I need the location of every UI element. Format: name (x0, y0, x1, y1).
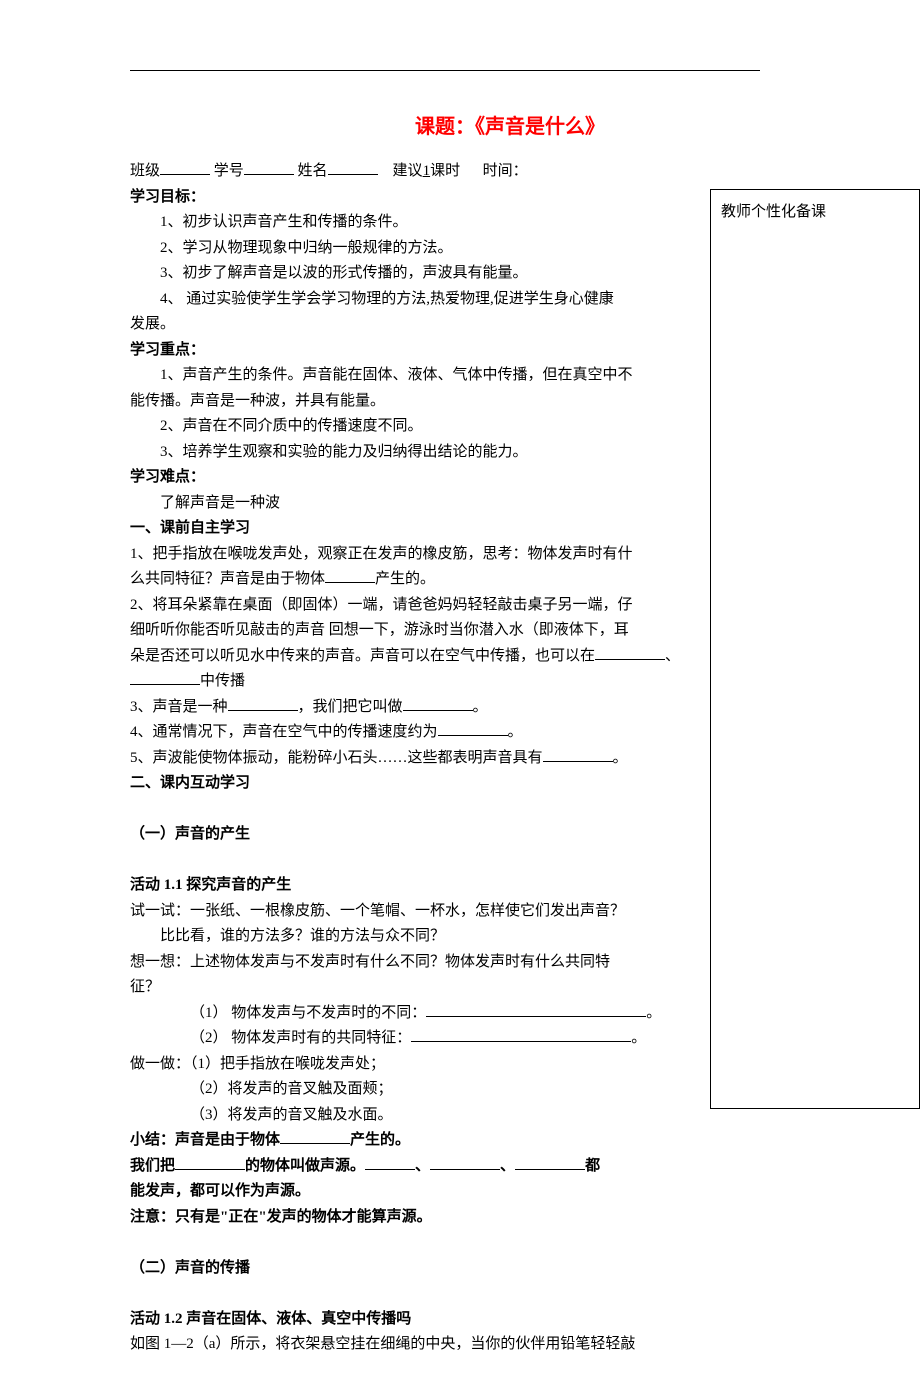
sec1-q4a: 4、通常情况下，声音在空气中的传播速度约为 (130, 724, 438, 740)
goal-4-tail: 发展。 (130, 312, 690, 338)
act11-s2a: 我们把 (130, 1158, 175, 1174)
act11-s2-blank4[interactable] (515, 1154, 585, 1170)
sec1-q3-blank1[interactable] (228, 695, 298, 711)
difficulty-text: 了解声音是一种波 (130, 491, 690, 517)
act11-s2-blank2[interactable] (365, 1154, 415, 1170)
focus-1a: 1、声音产生的条件。声音能在固体、液体、气体中传播，但在真空中不 (130, 363, 690, 389)
act11-s2c: 、 (415, 1158, 430, 1174)
sec1-q4-blank[interactable] (438, 720, 508, 736)
sec1-q2b: 细听听你能否听见敲击的声音 回想一下，游泳时当你潜入水（即液体下，耳 (130, 618, 690, 644)
act11-s2b: 的物体叫做声源。 (245, 1158, 365, 1174)
main-column: 班级 学号 姓名 建议1课时 时间： 学习目标： 1、初步认识声音产生和传播的条… (130, 159, 690, 1358)
sec1-q5a: 5、声波能使物体振动，能粉碎小石头……这些都表明声音具有 (130, 750, 543, 766)
id-blank[interactable] (244, 159, 294, 175)
worksheet-page: 课题：《声音是什么》 教师个性化备课 班级 学号 姓名 建议1课时 时间： 学习… (0, 0, 920, 1398)
act11-note: 注意：只有是"正在"发声的物体才能算声源。 (130, 1205, 690, 1231)
suggest-prefix: 建议 (393, 163, 423, 179)
name-blank[interactable] (328, 159, 378, 175)
header-fields: 班级 学号 姓名 建议1课时 时间： (130, 159, 690, 185)
sec1-q3-row: 3、声音是一种 ，我们把它叫做 。 (130, 695, 690, 721)
time-label: 时间： (483, 163, 528, 179)
act12-heading: 活动 1.2 声音在固体、液体、真空中传播吗 (130, 1307, 690, 1333)
sec1-q1a: 1、把手指放在喉咙发声处，观察正在发声的橡皮筋，思考：物体发声时有什 (130, 542, 690, 568)
focus-heading: 学习重点： (130, 338, 690, 364)
act11-s2-blank3[interactable] (430, 1154, 500, 1170)
act12-text: 如图 1—2（a）所示，将衣架悬空挂在细绳的中央，当你的伙伴用铅笔轻轻敲 (130, 1332, 690, 1358)
name-label: 姓名 (298, 163, 328, 179)
sec1-q5-row: 5、声波能使物体振动，能粉碎小石头……这些都表明声音具有 。 (130, 746, 690, 772)
act11-d0: 做一做：（1）把手指放在喉咙发声处； (130, 1052, 690, 1078)
act11-s1a: 小结：声音是由于物体 (130, 1132, 280, 1148)
sec1-q3-blank2[interactable] (403, 695, 473, 711)
act11-s2-blank1[interactable] (175, 1154, 245, 1170)
sec1-q2-blank1[interactable] (595, 644, 665, 660)
act11-t1b: 比比看，谁的方法多？谁的方法与众不同？ (130, 924, 690, 950)
act11-s2d: 、 (500, 1158, 515, 1174)
sec2-heading: 二、课内互动学习 (130, 771, 690, 797)
header-rule (130, 70, 760, 71)
act11-t2a: 想一想：上述物体发声与不发声时有什么不同？物体发声时有什么共同特 (130, 950, 690, 976)
class-blank[interactable] (160, 159, 210, 175)
sec1-q5-blank[interactable] (543, 746, 613, 762)
sec1-q2e: 中传播 (200, 673, 245, 689)
act11-t2b: 征？ (130, 975, 690, 1001)
teacher-notes-box: 教师个性化备课 (710, 189, 920, 1109)
act11-heading: 活动 1.1 探究声音的产生 (130, 873, 690, 899)
lesson-title: 课题：《声音是什么》 (130, 110, 890, 139)
act11-s1b: 产生的。 (350, 1132, 410, 1148)
difficulty-heading: 学习难点： (130, 465, 690, 491)
focus-1b: 能传播。声音是一种波，并具有能量。 (130, 389, 690, 415)
sec1-q4b: 。 (508, 724, 523, 740)
act11-l1-row: （1） 物体发声与不发声时的不同： 。 (130, 1001, 690, 1027)
focus-3: 3、培养学生观察和实验的能力及归纳得出结论的能力。 (130, 440, 690, 466)
sec1-q2c: 朵是否还可以听见水中传来的声音。声音可以在空气中传播，也可以在 (130, 648, 595, 664)
focus-2: 2、声音在不同介质中的传播速度不同。 (130, 414, 690, 440)
act11-s2f: 能发声，都可以作为声源。 (130, 1179, 690, 1205)
act11-l2-row: （2） 物体发声时有的共同特征： 。 (130, 1026, 690, 1052)
sub22-heading: （二）声音的传播 (130, 1256, 690, 1282)
class-label: 班级 (130, 163, 160, 179)
act11-l1end: 。 (646, 1005, 661, 1021)
act11-l1: （1） 物体发声与不发声时的不同： (190, 1005, 426, 1021)
act11-s2-row: 我们把 的物体叫做声源。 、 、 都 (130, 1154, 690, 1180)
goal-heading: 学习目标： (130, 185, 690, 211)
sec1-q5b: 。 (613, 750, 628, 766)
sec1-q1b-row: 么共同特征？声音是由于物体 产生的。 (130, 567, 690, 593)
act11-s1-row: 小结：声音是由于物体 产生的。 (130, 1128, 690, 1154)
teacher-notes-label: 教师个性化备课 (721, 204, 826, 220)
act11-l2: （2） 物体发声时有的共同特征： (190, 1030, 411, 1046)
act11-d2: （3）将发声的音叉触及水面。 (130, 1103, 690, 1129)
sec1-q3b: ，我们把它叫做 (298, 699, 403, 715)
goal-1: 1、初步认识声音产生和传播的条件。 (130, 210, 690, 236)
act11-s1-blank[interactable] (280, 1128, 350, 1144)
act11-d1: （2）将发声的音叉触及面颊； (130, 1077, 690, 1103)
sec1-q1-blank[interactable] (325, 567, 375, 583)
sec1-q3c: 。 (473, 699, 488, 715)
sec1-q1b: 么共同特征？声音是由于物体 (130, 571, 325, 587)
sec1-q2-blank2[interactable] (130, 669, 200, 685)
act11-l2end: 。 (631, 1030, 646, 1046)
goal-2: 2、学习从物理现象中归纳一般规律的方法。 (130, 236, 690, 262)
sub21-heading: （一）声音的产生 (130, 822, 690, 848)
id-label: 学号 (214, 163, 244, 179)
sec1-q4-row: 4、通常情况下，声音在空气中的传播速度约为 。 (130, 720, 690, 746)
act11-l2-blank[interactable] (411, 1026, 631, 1042)
suggest-suffix: 课时 (430, 163, 460, 179)
goal-3: 3、初步了解声音是以波的形式传播的，声波具有能量。 (130, 261, 690, 287)
suggest-count: 1 (423, 163, 431, 179)
sec1-q2c-row: 朵是否还可以听见水中传来的声音。声音可以在空气中传播，也可以在 、 (130, 644, 690, 670)
sec1-q3a: 3、声音是一种 (130, 699, 228, 715)
sec1-q2d: 、 (665, 648, 680, 664)
act11-l1-blank[interactable] (426, 1001, 646, 1017)
sec1-heading: 一、课前自主学习 (130, 516, 690, 542)
sec1-q1c: 产生的。 (375, 571, 435, 587)
sec1-q2e-row: 中传播 (130, 669, 690, 695)
goal-4: 4、 通过实验使学生学会学习物理的方法,热爱物理,促进学生身心健康 (130, 287, 690, 313)
content-wrap: 教师个性化备课 班级 学号 姓名 建议1课时 时间： 学习目标： 1、初步认识声… (130, 159, 890, 1358)
sec1-q2a: 2、将耳朵紧靠在桌面（即固体）一端，请爸爸妈妈轻轻敲击桌子另一端，仔 (130, 593, 690, 619)
act11-t1a: 试一试：一张纸、一根橡皮筋、一个笔帽、一杯水，怎样使它们发出声音？ (130, 899, 690, 925)
act11-s2e: 都 (585, 1158, 600, 1174)
